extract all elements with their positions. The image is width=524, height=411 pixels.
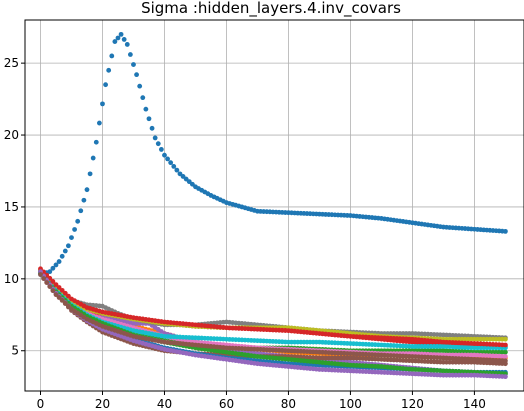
data-point bbox=[84, 187, 90, 193]
series-14 bbox=[38, 272, 508, 364]
data-point bbox=[81, 197, 87, 203]
data-point bbox=[59, 287, 65, 293]
data-point bbox=[62, 290, 68, 296]
data-point bbox=[100, 101, 105, 107]
y-tick-label: 25 bbox=[4, 56, 19, 70]
data-point bbox=[121, 37, 127, 42]
data-point bbox=[112, 39, 118, 44]
x-tick-label: 120 bbox=[401, 397, 424, 411]
data-point bbox=[56, 295, 62, 300]
data-point bbox=[109, 53, 115, 59]
data-point bbox=[115, 35, 121, 41]
data-point bbox=[69, 235, 74, 241]
data-point bbox=[106, 67, 112, 73]
data-point bbox=[65, 293, 71, 299]
data-point bbox=[38, 272, 43, 277]
data-point bbox=[503, 228, 508, 234]
data-point bbox=[47, 269, 53, 275]
data-point bbox=[131, 62, 136, 67]
series-12 bbox=[38, 266, 508, 348]
data-point bbox=[47, 284, 53, 290]
x-tick-label: 20 bbox=[95, 397, 110, 411]
data-point bbox=[53, 262, 59, 268]
data-point bbox=[96, 120, 102, 126]
data-point bbox=[50, 279, 56, 284]
data-point bbox=[503, 336, 508, 342]
x-tick-label: 40 bbox=[157, 397, 172, 411]
data-point bbox=[93, 139, 99, 145]
data-point bbox=[127, 52, 133, 57]
data-point bbox=[44, 280, 50, 285]
data-point bbox=[124, 42, 130, 47]
data-point bbox=[174, 167, 180, 173]
data-point bbox=[72, 227, 77, 232]
data-point bbox=[53, 292, 59, 298]
y-tick-label: 5 bbox=[11, 344, 19, 358]
data-point bbox=[155, 141, 161, 147]
x-tick-label: 60 bbox=[219, 397, 234, 411]
chart-title: Sigma :hidden_layers.4.inv_covars bbox=[141, 0, 401, 18]
data-point bbox=[59, 298, 65, 303]
y-tick-label: 20 bbox=[4, 128, 19, 142]
data-point bbox=[62, 300, 68, 306]
grid bbox=[25, 20, 524, 391]
data-point bbox=[143, 106, 149, 112]
data-point bbox=[62, 248, 68, 254]
data-point bbox=[56, 285, 62, 290]
data-point bbox=[59, 253, 65, 259]
data-point bbox=[134, 72, 139, 78]
data-point bbox=[503, 354, 508, 359]
data-point bbox=[171, 163, 177, 169]
x-tick-label: 140 bbox=[463, 397, 486, 411]
y-tick-label: 10 bbox=[4, 272, 19, 286]
data-point bbox=[103, 82, 108, 88]
x-tick-label: 0 bbox=[37, 397, 45, 411]
series-0 bbox=[38, 31, 508, 277]
data-point bbox=[118, 31, 124, 37]
data-point bbox=[503, 374, 508, 380]
data-point bbox=[140, 95, 146, 101]
data-point bbox=[90, 155, 96, 161]
data-point bbox=[78, 208, 84, 214]
data-point bbox=[162, 152, 167, 158]
data-point bbox=[65, 303, 71, 309]
data-point bbox=[149, 125, 155, 131]
data-point bbox=[56, 259, 62, 264]
data-point bbox=[87, 171, 93, 177]
data-point bbox=[503, 349, 508, 355]
x-tick-label: 100 bbox=[339, 397, 362, 411]
data-point bbox=[158, 147, 164, 152]
data-point bbox=[50, 288, 56, 294]
data-point bbox=[75, 218, 81, 224]
data-point bbox=[137, 83, 143, 89]
data-point bbox=[41, 276, 46, 281]
data-point bbox=[146, 116, 152, 122]
data-point bbox=[53, 282, 59, 287]
data-point bbox=[168, 160, 174, 166]
x-tick-label: 80 bbox=[281, 397, 296, 411]
data-point bbox=[50, 265, 56, 271]
data-point bbox=[152, 135, 158, 141]
y-tick-label: 15 bbox=[4, 200, 19, 214]
ticks: 0 20 40 60 80 100 120 140 5 10 15 20 25 bbox=[4, 56, 486, 411]
data-points bbox=[38, 31, 508, 380]
plot-frame bbox=[24, 19, 524, 392]
data-point bbox=[503, 342, 508, 348]
data-point bbox=[503, 358, 508, 364]
data-point bbox=[65, 243, 71, 249]
data-point bbox=[165, 156, 170, 162]
